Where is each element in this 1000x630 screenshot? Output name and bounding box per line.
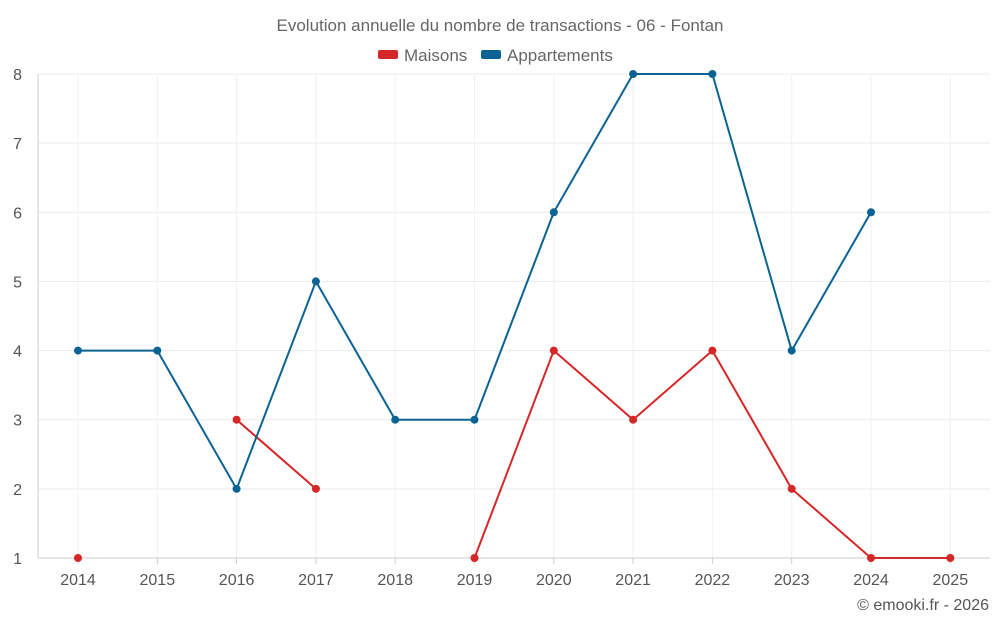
data-point-maisons [470,554,479,562]
x-tick-label: 2018 [377,572,413,589]
data-point-maisons [549,346,558,355]
data-point-maisons [946,554,955,562]
data-point-maisons [232,415,241,424]
data-point-appartements [74,346,82,355]
legend-item-maisons[interactable]: Maisons [378,46,467,65]
data-point-appartements [232,484,241,493]
data-point-maisons [708,346,717,355]
x-tick-label: 2020 [536,572,572,589]
x-tick-label: 2024 [853,572,889,589]
legend-swatch-appartements [481,50,501,59]
data-point-appartements [787,346,796,355]
x-tick-label: 2017 [298,572,334,589]
y-tick-label: 7 [13,136,22,153]
y-tick-label: 2 [13,482,22,499]
axes: 1 2 3 4 5 6 7 8 2014 2015 2016 2017 2018 2019 2020 2021… [13,67,990,589]
data-point-appartements [311,277,320,286]
x-tick-label: 2021 [615,572,651,589]
y-tick-label: 8 [13,67,22,84]
y-tick-label: 1 [13,551,22,568]
legend-swatch-maisons [378,50,398,59]
legend-label-maisons: Maisons [404,46,467,65]
data-point-maisons [311,484,320,493]
y-tick-label: 4 [13,344,22,361]
data-point-maisons [867,554,875,562]
x-tick-label: 2015 [140,572,176,589]
legend-label-appartements: Appartements [507,46,613,65]
series-lines [78,73,951,559]
y-tick-label: 6 [13,205,22,222]
data-point-appartements [153,346,162,355]
grid [38,73,990,558]
data-point-appartements [867,208,875,217]
legend: Maisons Appartements [378,46,613,65]
data-point-maisons [629,415,638,424]
y-tick-label: 5 [13,274,22,291]
data-point-maisons [74,554,82,562]
data-point-appartements [470,415,479,424]
x-tick-label: 2025 [933,572,969,589]
data-point-appartements [391,415,400,424]
data-point-appartements [708,70,717,78]
series-line-maisons [235,418,317,490]
data-point-maisons [787,484,796,493]
x-tick-label: 2023 [774,572,810,589]
data-point-appartements [629,70,638,78]
x-tick-label: 2022 [695,572,731,589]
chart-title: Evolution annuelle du nombre de transact… [277,16,724,35]
credit-label: © emooki.fr - 2026 [857,597,989,614]
legend-item-appartements[interactable]: Appartements [481,46,613,65]
y-tick-label: 3 [13,413,22,430]
data-point-appartements [549,208,558,217]
x-tick-label: 2019 [457,572,493,589]
x-tick-label: 2016 [219,572,255,589]
series-points [74,70,955,562]
x-tick-label: 2014 [60,572,96,589]
